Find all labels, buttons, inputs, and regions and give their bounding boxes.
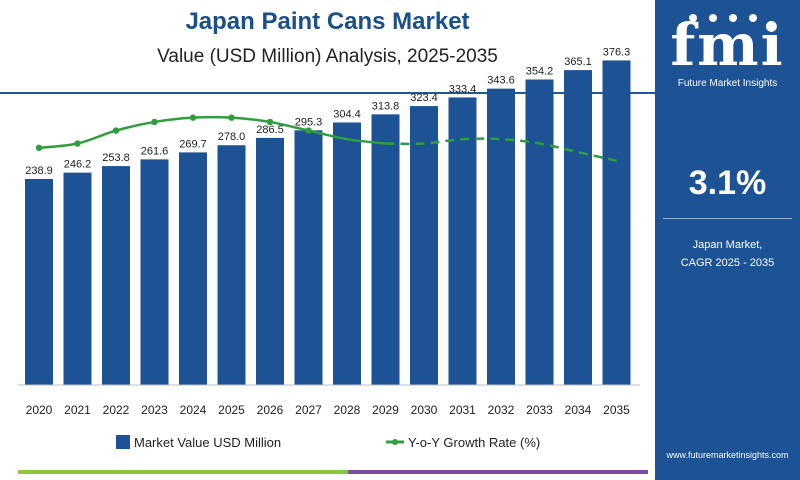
x-tick-2035: 2035 bbox=[603, 403, 630, 417]
x-tick-labels: 2020 2021 2022 2023 2024 2025 2026 2027 2028 2029… bbox=[26, 403, 631, 417]
x-tick-2027: 2027 bbox=[295, 403, 322, 417]
footer-accent-green bbox=[18, 470, 348, 474]
growth-point-2026 bbox=[266, 118, 274, 126]
legend-line-label: Y-o-Y Growth Rate (%) bbox=[408, 435, 540, 450]
x-tick-2020: 2020 bbox=[26, 403, 53, 417]
bar-2032 bbox=[487, 88, 515, 386]
kpi-divider bbox=[663, 218, 792, 219]
bar-2021 bbox=[63, 172, 92, 385]
growth-point-2025 bbox=[228, 114, 235, 121]
chart-title: Japan Paint Cans Market bbox=[185, 8, 470, 35]
x-tick-2024: 2024 bbox=[180, 403, 207, 417]
bar-label-2022: 253.8 bbox=[102, 152, 130, 164]
bar-label-2021: 246.2 bbox=[64, 159, 92, 171]
bar-2027 bbox=[294, 130, 323, 385]
cagr-label-line2: CAGR 2025 - 2035 bbox=[680, 257, 775, 269]
x-tick-2030: 2030 bbox=[411, 403, 438, 417]
bar-2034 bbox=[564, 70, 592, 385]
legend: Market Value USD Million Y-o-Y Growth Ra… bbox=[116, 435, 540, 450]
x-tick-2025: 2025 bbox=[218, 403, 245, 417]
bar-label-2033: 354.2 bbox=[526, 66, 554, 78]
bar-value-labels: 238.9 246.2 253.8 261.6 269.7 278.0 286.5 295.3… bbox=[25, 46, 630, 177]
brand-panel: fmi Future Market Insights 3.1% Japan Ma… bbox=[655, 0, 800, 480]
x-tick-2032: 2032 bbox=[488, 403, 515, 417]
growth-point-2024 bbox=[189, 114, 197, 121]
cagr-label: Japan Market, CAGR 2025 - 2035 bbox=[655, 236, 800, 272]
bar-2024 bbox=[179, 152, 207, 385]
legend-bar-swatch bbox=[116, 435, 130, 449]
bar-2022 bbox=[102, 166, 130, 385]
bar-label-2034: 365.1 bbox=[564, 56, 592, 68]
bar-2035 bbox=[602, 60, 631, 385]
x-tick-2022: 2022 bbox=[103, 403, 130, 417]
bar-label-2023: 261.6 bbox=[141, 145, 169, 157]
title-divider bbox=[0, 92, 655, 94]
bar-2028 bbox=[333, 122, 361, 385]
logo-figures-icon bbox=[689, 14, 757, 22]
growth-line-solid bbox=[38, 115, 386, 150]
x-tick-2033: 2033 bbox=[526, 403, 553, 417]
website-url[interactable]: www.futuremarketinsights.com bbox=[666, 450, 789, 460]
bar-label-2020: 238.9 bbox=[25, 165, 53, 177]
growth-point-2021 bbox=[74, 140, 81, 147]
bar-2025 bbox=[217, 145, 246, 385]
bar-label-2025: 278.0 bbox=[218, 131, 246, 143]
bar-2029 bbox=[371, 114, 400, 385]
bar-series bbox=[25, 60, 631, 386]
bar-2030 bbox=[410, 106, 438, 385]
growth-point-2020 bbox=[35, 144, 43, 152]
legend-line-marker bbox=[392, 439, 398, 445]
x-tick-2021: 2021 bbox=[64, 403, 91, 417]
brand-logo: fmi bbox=[670, 11, 785, 79]
bar-label-2027: 295.3 bbox=[295, 116, 323, 128]
x-tick-2034: 2034 bbox=[565, 403, 592, 417]
bar-2020 bbox=[25, 178, 53, 385]
bar-label-2029: 313.8 bbox=[372, 100, 400, 112]
bar-label-2031: 333.4 bbox=[449, 83, 477, 95]
bar-label-2035: 376.3 bbox=[603, 46, 631, 58]
growth-point-2022 bbox=[112, 127, 120, 134]
legend-bar-label: Market Value USD Million bbox=[134, 435, 281, 450]
brand-name: Future Market Insights bbox=[677, 78, 778, 89]
footer-accent-purple bbox=[348, 470, 648, 474]
x-tick-2028: 2028 bbox=[334, 403, 361, 417]
x-tick-2031: 2031 bbox=[449, 403, 476, 417]
growth-line-dashed bbox=[385, 137, 617, 162]
growth-point-2023 bbox=[151, 118, 158, 126]
bar-label-2028: 304.4 bbox=[333, 108, 361, 120]
x-tick-2029: 2029 bbox=[372, 403, 399, 417]
cagr-value: 3.1% bbox=[688, 164, 767, 202]
bar-label-2032: 343.6 bbox=[487, 75, 515, 87]
bar-2026 bbox=[256, 137, 284, 385]
growth-line-series bbox=[35, 114, 617, 162]
bar-label-2030: 323.4 bbox=[410, 92, 438, 104]
bar-2033 bbox=[525, 79, 554, 385]
chart-area: 238.9 246.2 253.8 261.6 269.7 278.0 286.5 295.3… bbox=[18, 46, 640, 450]
bar-label-2024: 269.7 bbox=[179, 138, 207, 150]
x-tick-2026: 2026 bbox=[257, 403, 284, 417]
bar-2023 bbox=[140, 159, 169, 385]
cagr-label-line1: Japan Market, bbox=[692, 239, 763, 251]
bar-2031 bbox=[448, 97, 477, 385]
growth-point-2027 bbox=[305, 127, 312, 134]
bar-label-2026: 286.5 bbox=[256, 124, 284, 136]
chart-subtitle: Value (USD Million) Analysis, 2025-2035 bbox=[157, 46, 498, 67]
x-tick-2023: 2023 bbox=[141, 403, 168, 417]
